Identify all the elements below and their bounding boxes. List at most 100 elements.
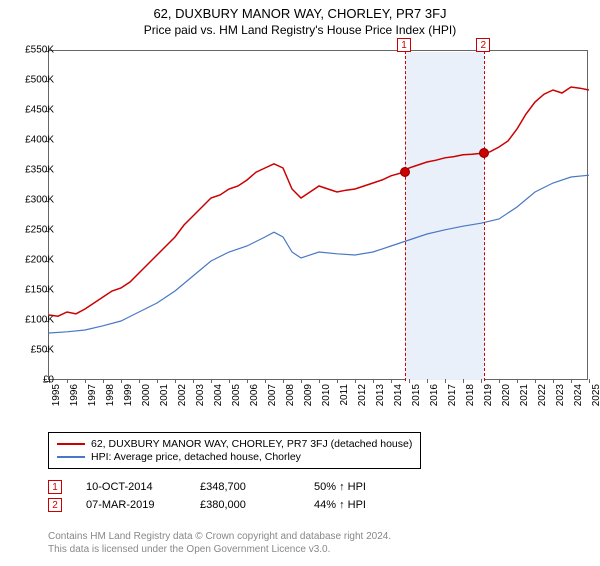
- x-tick: [283, 379, 284, 383]
- transaction-row: 1 10-OCT-2014 £348,700 50% ↑ HPI: [48, 480, 404, 494]
- y-axis-label: £200K: [8, 255, 54, 266]
- x-tick: [265, 379, 266, 383]
- y-axis-label: £150K: [8, 285, 54, 296]
- y-axis-label: £100K: [8, 315, 54, 326]
- transaction-marker: 2: [476, 38, 490, 52]
- x-tick: [67, 379, 68, 383]
- x-tick: [355, 379, 356, 383]
- x-tick: [319, 379, 320, 383]
- transaction-number: 1: [48, 480, 62, 494]
- y-axis-label: £450K: [8, 105, 54, 116]
- transaction-price: £380,000: [200, 499, 290, 511]
- x-axis-label: 2009: [303, 384, 314, 414]
- x-tick: [301, 379, 302, 383]
- legend-label: 62, DUXBURY MANOR WAY, CHORLEY, PR7 3FJ …: [91, 438, 412, 450]
- legend-swatch: [57, 443, 85, 445]
- x-axis-label: 1995: [51, 384, 62, 414]
- x-tick: [589, 379, 590, 383]
- x-axis-label: 2010: [321, 384, 332, 414]
- x-tick: [229, 379, 230, 383]
- x-axis-label: 2004: [213, 384, 224, 414]
- x-tick: [553, 379, 554, 383]
- x-axis-label: 2013: [375, 384, 386, 414]
- legend-label: HPI: Average price, detached house, Chor…: [91, 451, 301, 463]
- x-axis-label: 1998: [105, 384, 116, 414]
- x-tick: [571, 379, 572, 383]
- x-tick: [535, 379, 536, 383]
- x-tick: [463, 379, 464, 383]
- y-axis-label: £350K: [8, 165, 54, 176]
- x-tick: [499, 379, 500, 383]
- legend-item: 62, DUXBURY MANOR WAY, CHORLEY, PR7 3FJ …: [57, 438, 412, 450]
- x-tick: [445, 379, 446, 383]
- x-tick: [481, 379, 482, 383]
- x-tick: [175, 379, 176, 383]
- x-tick: [427, 379, 428, 383]
- chart-lines: [49, 51, 589, 381]
- x-axis-label: 2011: [339, 384, 350, 414]
- x-axis-label: 2014: [393, 384, 404, 414]
- x-axis-label: 2003: [195, 384, 206, 414]
- x-axis-label: 1999: [123, 384, 134, 414]
- x-tick: [409, 379, 410, 383]
- x-axis-label: 2017: [447, 384, 458, 414]
- x-axis-label: 2005: [231, 384, 242, 414]
- series-hpi: [49, 175, 589, 333]
- transaction-row: 207-MAR-2019£380,00044% ↑ HPI: [48, 498, 404, 512]
- x-axis-label: 2020: [501, 384, 512, 414]
- x-axis-label: 2015: [411, 384, 422, 414]
- x-axis-label: 2021: [519, 384, 530, 414]
- y-axis-label: £500K: [8, 75, 54, 86]
- x-axis-label: 2019: [483, 384, 494, 414]
- transaction-date: 10-OCT-2014: [86, 481, 176, 493]
- x-tick: [139, 379, 140, 383]
- x-tick: [391, 379, 392, 383]
- x-tick: [211, 379, 212, 383]
- transaction-vline: [405, 51, 406, 381]
- x-axis-label: 2023: [555, 384, 566, 414]
- x-axis-label: 2024: [573, 384, 584, 414]
- y-axis-label: £400K: [8, 135, 54, 146]
- data-point-marker: [400, 167, 410, 177]
- series-price_paid: [49, 87, 589, 316]
- x-tick: [85, 379, 86, 383]
- transaction-number: 2: [48, 498, 62, 512]
- x-tick: [373, 379, 374, 383]
- x-axis-label: 2006: [249, 384, 260, 414]
- x-axis-label: 2007: [267, 384, 278, 414]
- chart-subtitle: Price paid vs. HM Land Registry's House …: [0, 23, 600, 37]
- legend-item: HPI: Average price, detached house, Chor…: [57, 451, 412, 463]
- plot-frame: [48, 50, 588, 380]
- y-axis-label: £550K: [8, 45, 54, 56]
- legend: 62, DUXBURY MANOR WAY, CHORLEY, PR7 3FJ …: [48, 432, 421, 469]
- x-tick: [337, 379, 338, 383]
- x-axis-label: 2025: [591, 384, 600, 414]
- x-tick: [193, 379, 194, 383]
- footer-line: Contains HM Land Registry data © Crown c…: [48, 530, 391, 543]
- transaction-date: 07-MAR-2019: [86, 499, 176, 511]
- y-axis-label: £300K: [8, 195, 54, 206]
- x-axis-label: 2008: [285, 384, 296, 414]
- x-tick: [121, 379, 122, 383]
- x-tick: [517, 379, 518, 383]
- x-tick: [157, 379, 158, 383]
- y-axis-label: £0: [8, 375, 54, 386]
- x-axis-label: 2002: [177, 384, 188, 414]
- chart-area: [48, 50, 588, 380]
- x-axis-label: 2001: [159, 384, 170, 414]
- chart-title: 62, DUXBURY MANOR WAY, CHORLEY, PR7 3FJ: [0, 6, 600, 21]
- x-axis-label: 2012: [357, 384, 368, 414]
- transactions-table: 1 10-OCT-2014 £348,700 50% ↑ HPI 2 07-MAR-201…: [48, 476, 404, 516]
- transaction-delta: 50% ↑ HPI: [314, 481, 404, 493]
- x-tick: [247, 379, 248, 383]
- footer-attribution: Contains HM Land Registry data © Crown c…: [48, 530, 391, 556]
- x-tick: [103, 379, 104, 383]
- transaction-marker: 1: [397, 38, 411, 52]
- transaction-price: £348,700: [200, 481, 290, 493]
- x-axis-label: 1997: [87, 384, 98, 414]
- x-axis-label: 1996: [69, 384, 80, 414]
- y-axis-label: £50K: [8, 345, 54, 356]
- data-point-marker: [479, 148, 489, 158]
- x-axis-label: 2000: [141, 384, 152, 414]
- x-axis-label: 2022: [537, 384, 548, 414]
